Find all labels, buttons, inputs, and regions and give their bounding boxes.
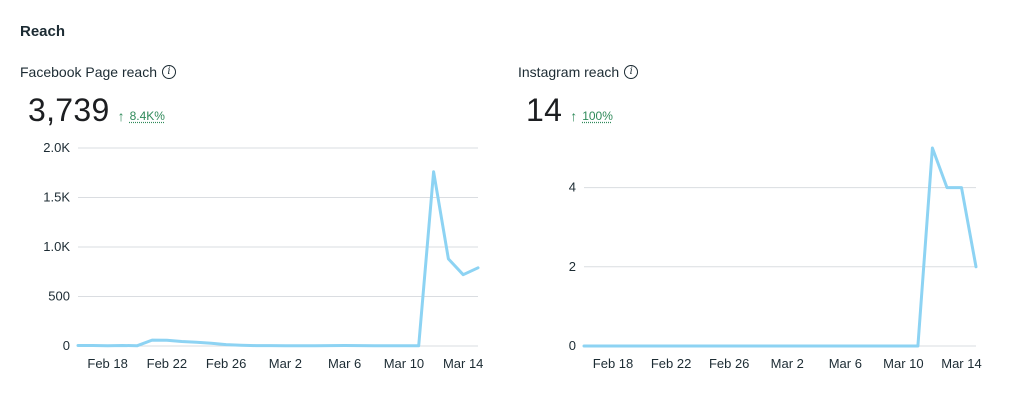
info-icon[interactable]: i [161, 65, 176, 79]
y-tick-label: 4 [569, 180, 576, 195]
y-tick-label: 1.0K [43, 239, 70, 254]
x-tick-label: Mar 14 [941, 356, 981, 371]
arrow-up-icon: ↑ [570, 108, 578, 124]
section-title: Reach [20, 23, 66, 40]
y-tick-label: 2.0K [43, 140, 70, 155]
y-tick-label: 1.5K [43, 190, 70, 205]
arrow-up-icon: ↑ [117, 108, 125, 124]
x-tick-label: Feb 26 [206, 356, 246, 371]
instagram-reach-change-value: 100% [582, 109, 613, 123]
facebook-reach-title-text: Facebook Page reach [20, 64, 157, 80]
y-tick-label: 0 [63, 338, 70, 353]
facebook-reach-card: Facebook Page reach i 3,739 ↑ 8.4K% 0 500… [20, 60, 500, 400]
x-tick-label: Feb 26 [709, 356, 749, 371]
x-tick-label: Feb 18 [87, 356, 127, 371]
x-tick-label: Mar 6 [829, 356, 862, 371]
x-tick-label: Mar 6 [328, 356, 361, 371]
facebook-reach-change[interactable]: ↑ 8.4K% [118, 108, 165, 124]
info-icon[interactable]: i [624, 65, 639, 79]
x-tick-label: Feb 22 [147, 356, 187, 371]
facebook-reach-title: Facebook Page reach i [20, 64, 176, 80]
instagram-reach-chart: 0 2 4 Feb 18 Feb 22 Feb 26 Mar 2 Mar 6 Mar 10 Mar… [569, 146, 982, 371]
instagram-reach-value: 14 [526, 92, 563, 128]
instagram-reach-title: Instagram reach i [518, 64, 639, 80]
instagram-reach-title-text: Instagram reach [518, 64, 620, 80]
series-line[interactable] [76, 170, 480, 348]
facebook-reach-chart: 0 500 1.0K 1.5K 2.0K Feb 18 Feb 22 Feb 26 Mar 2 M… [43, 140, 483, 371]
series-line[interactable] [582, 146, 978, 348]
y-tick-label: 500 [48, 289, 70, 304]
x-tick-label: Feb 22 [651, 356, 691, 371]
instagram-reach-metric: 14 ↑ 100% [526, 92, 613, 129]
facebook-reach-metric: 3,739 ↑ 8.4K% [28, 92, 165, 129]
x-tick-label: Mar 10 [883, 356, 923, 371]
y-tick-label: 0 [569, 338, 576, 353]
instagram-reach-change[interactable]: ↑ 100% [570, 108, 613, 124]
instagram-reach-card: Instagram reach i 14 ↑ 100% 0 2 4 Feb 18 Feb… [518, 60, 998, 400]
x-tick-label: Mar 2 [269, 356, 302, 371]
facebook-reach-change-value: 8.4K% [129, 109, 165, 123]
facebook-reach-value: 3,739 [28, 92, 110, 128]
x-tick-label: Mar 2 [771, 356, 804, 371]
x-tick-label: Feb 18 [593, 356, 633, 371]
x-tick-label: Mar 14 [443, 356, 483, 371]
y-tick-label: 2 [569, 259, 576, 274]
x-tick-label: Mar 10 [384, 356, 424, 371]
